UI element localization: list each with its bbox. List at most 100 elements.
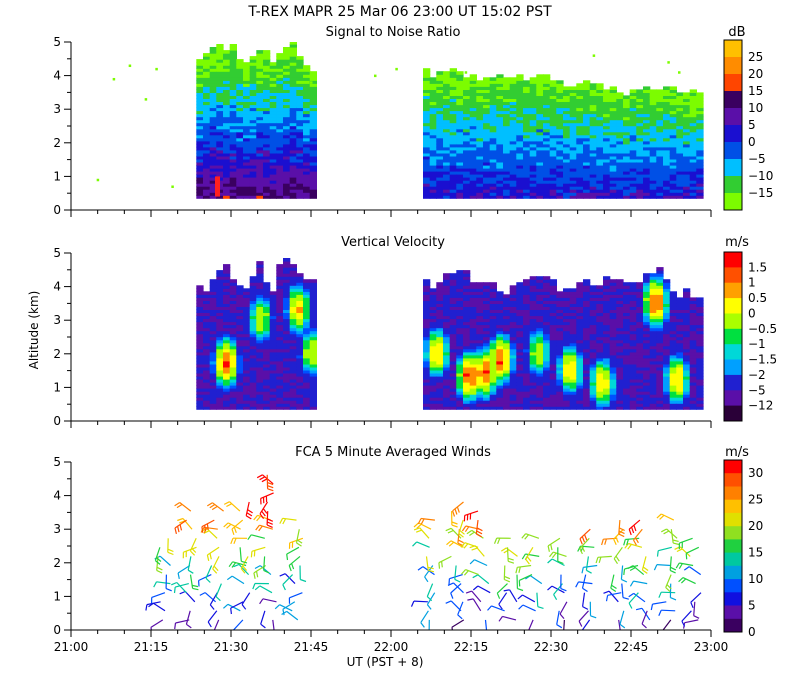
velocity-cell xyxy=(663,279,671,283)
velocity-cell xyxy=(423,288,431,292)
snr-cell xyxy=(303,192,311,196)
snr-cell xyxy=(523,92,531,96)
velocity-cell xyxy=(516,369,524,374)
snr-cell xyxy=(256,146,264,151)
velocity-cell xyxy=(629,291,637,295)
velocity-cell xyxy=(636,342,644,347)
snr-cell xyxy=(263,186,271,190)
snr-cell xyxy=(443,137,451,142)
velocity-cell xyxy=(243,321,251,326)
velocity-cell xyxy=(623,351,631,356)
snr-cell xyxy=(209,119,217,124)
snr-cell xyxy=(249,158,257,163)
velocity-cell xyxy=(636,306,644,310)
velocity-cell xyxy=(269,400,277,404)
snr-cell xyxy=(456,131,464,136)
velocity-cell xyxy=(256,330,264,335)
snr-echo-speck xyxy=(144,98,148,101)
velocity-cell xyxy=(669,327,677,332)
snr-cell xyxy=(569,89,577,93)
snr-cell xyxy=(523,183,531,187)
velocity-cell xyxy=(276,279,284,283)
velocity-cell xyxy=(303,357,311,362)
snr-cell xyxy=(643,104,651,109)
velocity-cell xyxy=(609,369,617,374)
velocity-cell xyxy=(309,363,317,368)
velocity-cell xyxy=(483,318,491,323)
snr-cell xyxy=(483,195,491,199)
snr-cell xyxy=(516,74,524,78)
velocity-cell xyxy=(476,324,484,329)
velocity-cell xyxy=(196,324,204,329)
velocity-cell xyxy=(449,294,457,298)
snr-cell xyxy=(229,95,237,99)
velocity-cell xyxy=(596,388,604,392)
velocity-cell xyxy=(449,333,457,338)
snr-cell xyxy=(503,174,511,178)
snr-cell xyxy=(523,189,531,193)
snr-cell xyxy=(583,86,591,90)
velocity-cell xyxy=(249,400,257,404)
snr-cell xyxy=(636,104,644,109)
velocity-cell xyxy=(309,366,317,371)
velocity-cell xyxy=(209,318,217,323)
snr-cell xyxy=(443,131,451,136)
snr-cell xyxy=(429,89,437,93)
velocity-cell xyxy=(656,400,664,404)
velocity-cell xyxy=(523,397,531,401)
snr-cell xyxy=(289,146,297,151)
snr-cell xyxy=(223,168,231,172)
velocity-cell xyxy=(303,288,311,292)
velocity-cell xyxy=(256,273,264,277)
snr-cell xyxy=(589,158,597,163)
snr-cell xyxy=(496,119,504,124)
snr-cell xyxy=(256,183,264,187)
velocity-cell xyxy=(603,373,611,377)
velocity-cell xyxy=(476,391,484,395)
snr-cell xyxy=(216,162,224,166)
velocity-cell xyxy=(283,363,291,368)
snr-cell xyxy=(696,92,704,96)
snr-cell xyxy=(683,107,691,112)
snr-cell xyxy=(596,104,604,109)
velocity-cell xyxy=(196,309,204,313)
snr-cell xyxy=(303,68,311,72)
snr-cell xyxy=(276,89,284,93)
velocity-cell xyxy=(269,369,277,374)
snr-cell xyxy=(309,122,317,127)
velocity-cell xyxy=(529,324,537,329)
snr-cell xyxy=(196,71,204,75)
snr-cell xyxy=(516,183,524,187)
velocity-cell xyxy=(516,406,524,410)
velocity-cell xyxy=(576,315,584,320)
snr-cell xyxy=(296,101,304,106)
snr-cell xyxy=(656,165,664,169)
snr-cell xyxy=(203,113,211,118)
velocity-cell xyxy=(196,327,204,332)
velocity-cell xyxy=(549,403,557,407)
velocity-cell xyxy=(289,345,297,350)
velocity-cell xyxy=(276,351,284,356)
snr-cell xyxy=(269,128,277,133)
velocity-cell xyxy=(489,403,497,407)
velocity-cell xyxy=(203,315,211,320)
velocity-cell xyxy=(529,403,537,407)
snr-cell xyxy=(476,95,484,99)
velocity-cell xyxy=(469,294,477,298)
snr-cell xyxy=(489,189,497,193)
velocity-cell xyxy=(249,376,257,380)
snr-cell xyxy=(689,98,697,102)
velocity-cell xyxy=(676,379,684,383)
velocity-cell xyxy=(523,403,531,407)
velocity-cell xyxy=(309,279,317,283)
snr-cell xyxy=(229,140,237,145)
velocity-cell xyxy=(656,351,664,356)
snr-cell xyxy=(689,149,697,154)
velocity-cell xyxy=(436,366,444,371)
snr-cell xyxy=(463,101,471,106)
snr-cell xyxy=(649,140,657,145)
snr-cell xyxy=(296,171,304,175)
velocity-cell xyxy=(649,382,657,386)
snr-cell xyxy=(549,171,557,175)
snr-cell xyxy=(496,192,504,196)
